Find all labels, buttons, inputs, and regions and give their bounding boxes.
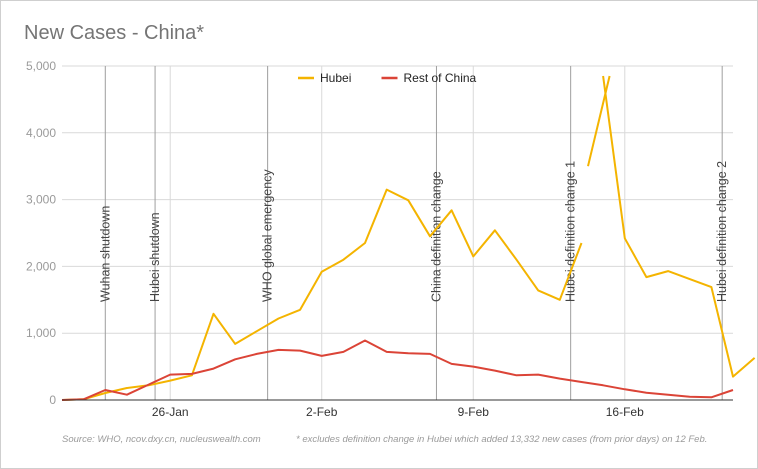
- series-line-hubei: [587, 75, 611, 167]
- x-tick-label: 26-Jan: [152, 405, 189, 419]
- y-tick-label: 2,000: [26, 259, 56, 273]
- y-tick-label: 3,000: [26, 193, 56, 207]
- y-tick-label: 4,000: [26, 126, 56, 140]
- legend-label: Rest of China: [404, 71, 477, 85]
- event-label: China definition change: [429, 171, 443, 302]
- grid: [62, 65, 733, 401]
- event-markers: Wuhan shutdown Hubei shutdown WHO global e…: [98, 66, 729, 400]
- y-tick-label: 1,000: [26, 326, 56, 340]
- x-tick-label: 2-Feb: [306, 405, 338, 419]
- y-tick-label: 0: [49, 393, 56, 407]
- x-tick-label: 9-Feb: [458, 405, 490, 419]
- x-tick-label: 16-Feb: [606, 405, 644, 419]
- axes: 0 1,000 2,000 3,000 4,000 5,000 26-Jan 2-Feb 9-F…: [26, 59, 733, 419]
- event-label: Hubei definition change 2: [715, 161, 729, 302]
- series-line-hubei: [602, 75, 756, 378]
- event-label: Hubei shutdown: [148, 212, 162, 302]
- event-label: WHO global emergency: [261, 169, 275, 302]
- chart-title: New Cases - China*: [24, 22, 205, 44]
- legend-label: Hubei: [320, 71, 351, 85]
- y-tick-label: 5,000: [26, 59, 56, 73]
- series-lines: [61, 75, 756, 401]
- source-note: Source: WHO, ncov.dxy.cn, nucleuswealth.…: [62, 434, 261, 445]
- footnote: * excludes definition change in Hubei wh…: [296, 434, 707, 445]
- event-label: Wuhan shutdown: [98, 206, 112, 302]
- event-label: Hubei definition change 1: [564, 161, 578, 302]
- legend: Hubei Rest of China: [298, 71, 477, 85]
- series-line-rest-of-china: [61, 339, 734, 401]
